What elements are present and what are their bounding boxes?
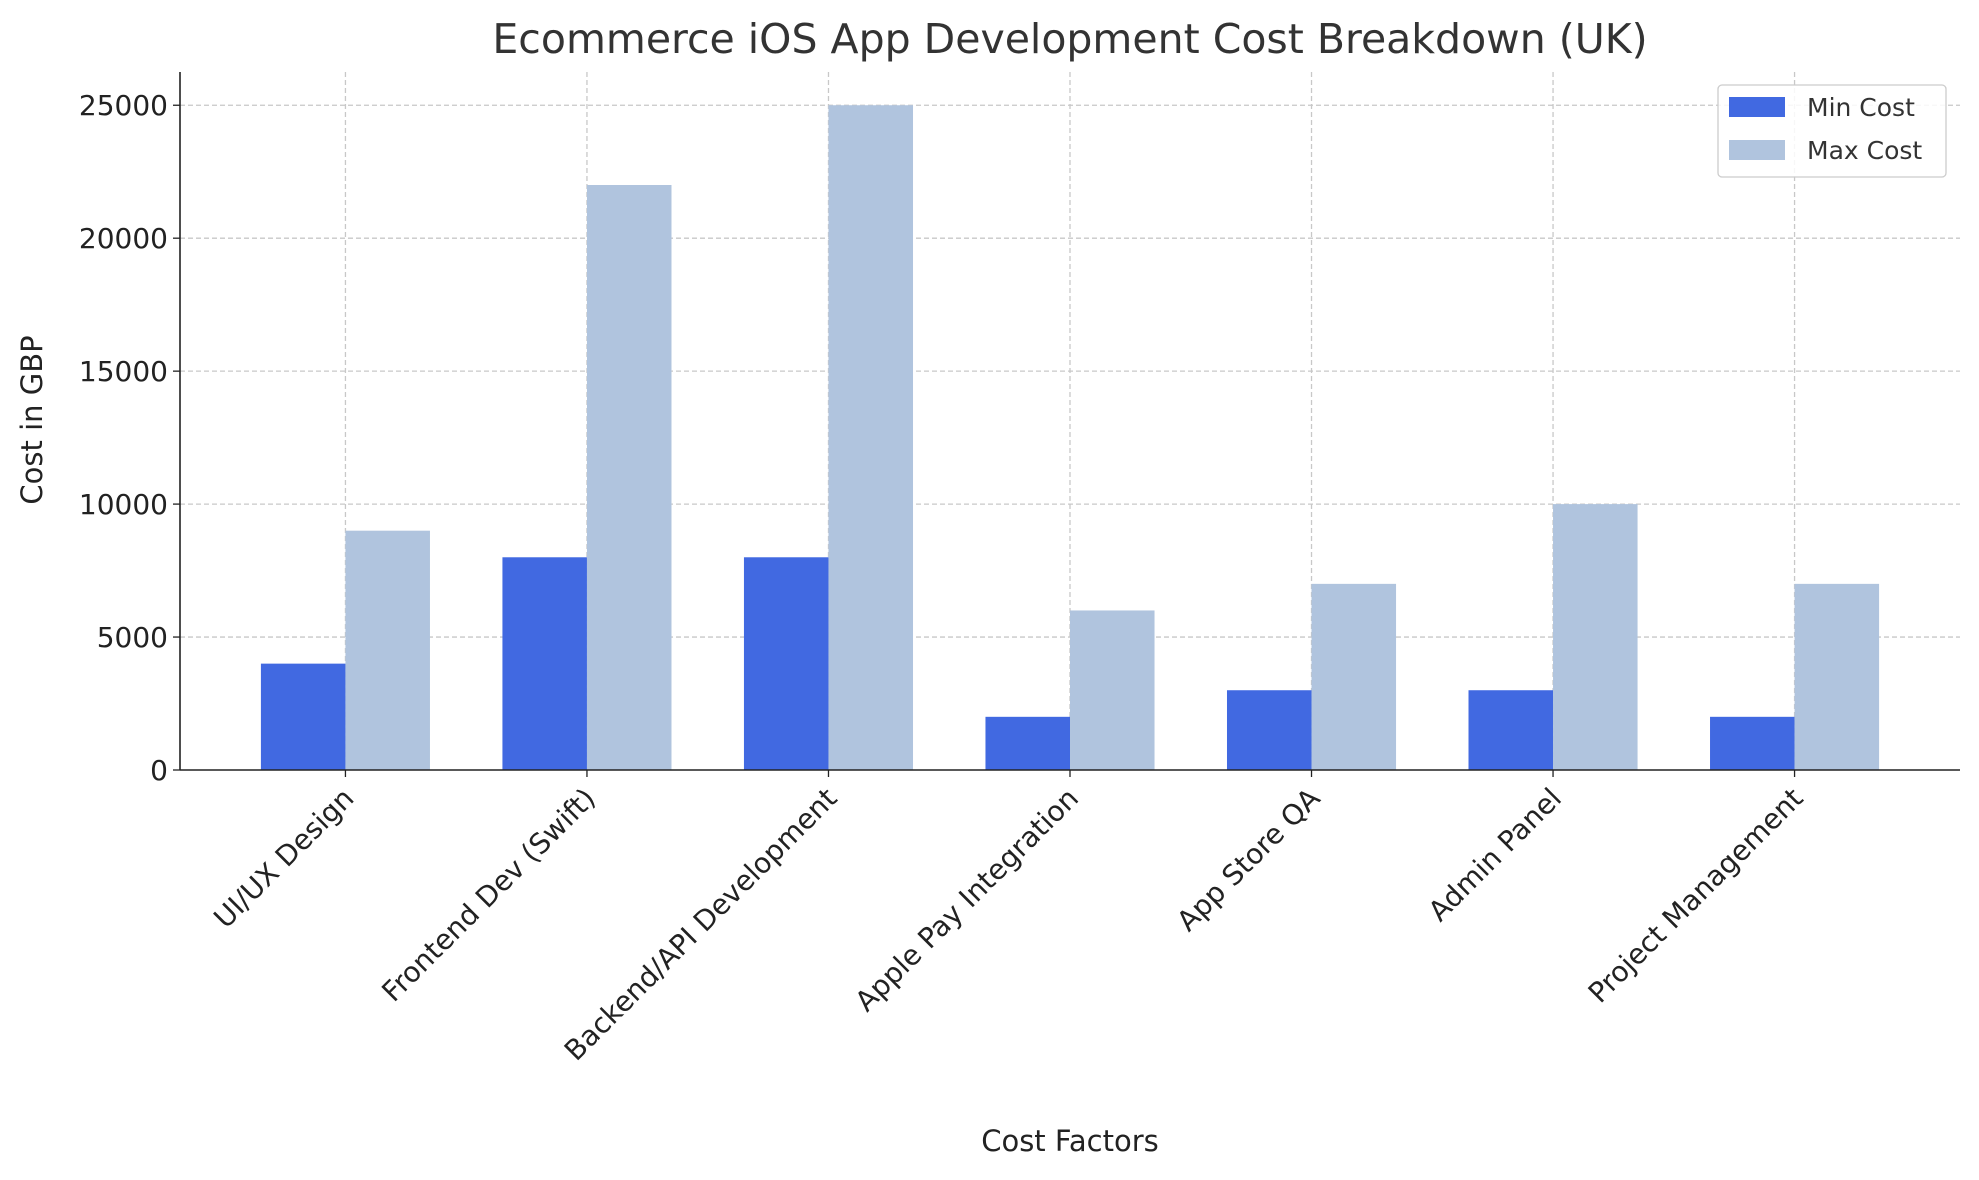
y-tick-label: 10000	[79, 488, 168, 521]
chart-title: Ecommerce iOS App Development Cost Break…	[492, 15, 1647, 63]
x-tick-label: Apple Pay Integration	[849, 782, 1085, 1018]
bar-max-cost	[1311, 583, 1397, 770]
x-tick-label: UI/UX Design	[207, 782, 360, 935]
legend-swatch	[1729, 97, 1785, 117]
y-axis-label: Cost in GBP	[15, 335, 49, 504]
y-tick-label: 0	[150, 754, 168, 787]
y-tick-label: 15000	[79, 355, 168, 388]
y-tick-label: 25000	[79, 89, 168, 122]
legend-label: Max Cost	[1807, 136, 1922, 165]
x-tick-label: Backend/API Development	[558, 782, 844, 1068]
bar-min-cost	[1710, 716, 1795, 770]
bar-max-cost	[1794, 583, 1880, 770]
bar-max-cost	[345, 530, 430, 770]
x-tick-label: Project Management	[1582, 782, 1810, 1010]
legend-swatch	[1729, 140, 1785, 160]
legend: Min Cost Max Cost	[1717, 84, 1947, 178]
bar-max-cost	[1070, 610, 1155, 770]
y-tick-label: 20000	[79, 222, 168, 255]
bar-min-cost	[743, 557, 829, 770]
bar-min-cost	[260, 663, 346, 770]
bar-min-cost	[1226, 690, 1312, 770]
x-tick-label: App Store QA	[1170, 782, 1326, 938]
x-axis-label: Cost Factors	[981, 1124, 1159, 1158]
bar-max-cost	[828, 105, 914, 770]
bar-min-cost	[1468, 690, 1554, 770]
bar-min-cost	[502, 557, 587, 770]
bar-max-cost	[1553, 504, 1638, 770]
x-tick-label: Frontend Dev (Swift)	[375, 782, 602, 1009]
y-tick-label: 5000	[97, 621, 168, 654]
bar-max-cost	[586, 185, 672, 770]
x-tick-label: Admin Panel	[1422, 782, 1568, 928]
legend-label: Min Cost	[1807, 93, 1915, 122]
bar-min-cost	[985, 716, 1070, 770]
